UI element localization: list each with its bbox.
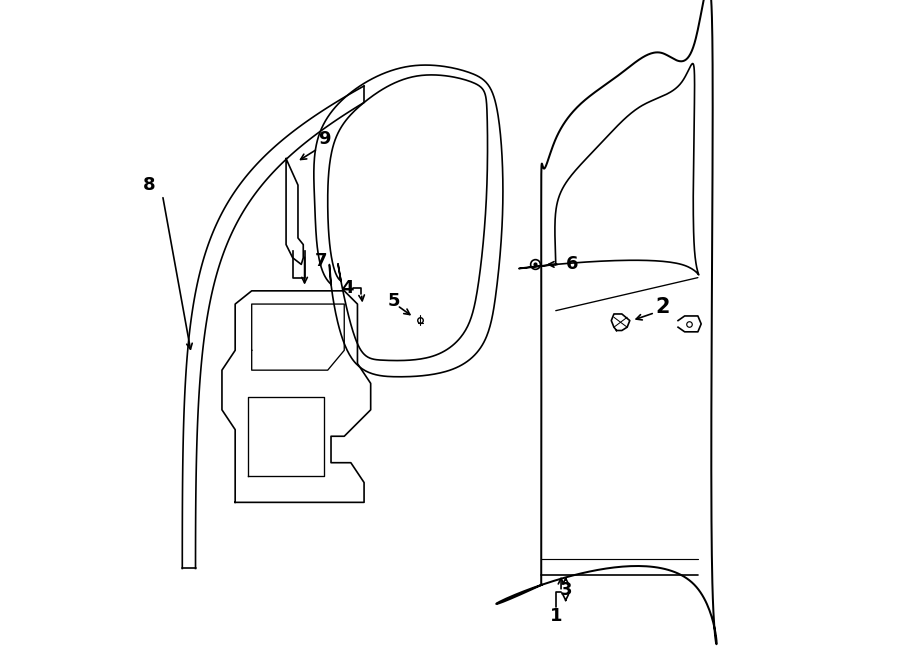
Text: 4: 4 [341,278,354,297]
Text: 7: 7 [315,252,328,270]
Text: 3: 3 [560,581,572,600]
Text: 6: 6 [566,255,579,274]
Text: 2: 2 [655,297,670,317]
Text: 8: 8 [143,176,156,194]
Text: 9: 9 [319,130,330,148]
Text: 5: 5 [388,292,400,310]
Text: 1: 1 [550,607,562,625]
